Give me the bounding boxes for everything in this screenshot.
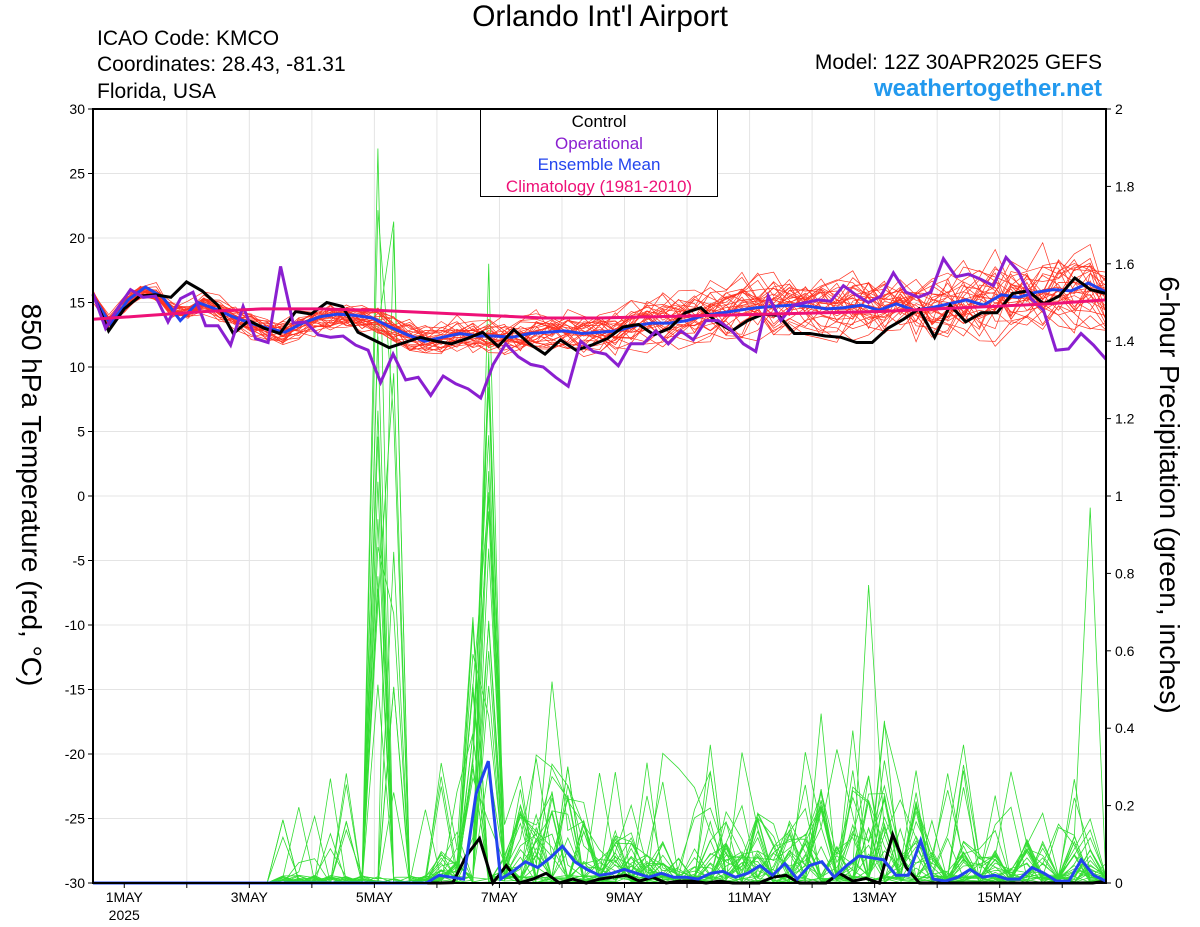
x-tick-label: 5MAY xyxy=(356,889,394,905)
temp-operational-line xyxy=(91,254,1108,401)
y-tick-label-left: -30 xyxy=(65,875,85,891)
legend-climatology: Climatology (1981-2010) xyxy=(505,176,693,196)
precip-member-line xyxy=(93,353,1107,885)
y-tick-label-right: 1 xyxy=(1115,488,1123,504)
x-tick-label: 7MAY xyxy=(481,889,519,905)
temp-control-line xyxy=(91,275,1107,356)
legend-control: Control xyxy=(571,112,627,131)
coordinates: Coordinates: 28.43, -81.31 xyxy=(97,53,346,76)
icao-code: ICAO Code: KMCO xyxy=(97,27,280,50)
x-tick-year: 2025 xyxy=(109,907,140,923)
y-tick-label-right: 0 xyxy=(1115,875,1123,891)
y-tick-label-left: -10 xyxy=(65,617,85,633)
temp-member-line xyxy=(92,279,1107,354)
y-tick-label-left: 0 xyxy=(77,488,85,504)
y-tick-label-right: 1.4 xyxy=(1115,333,1135,349)
temp-member-line xyxy=(92,265,1107,340)
y-tick-label-left: -20 xyxy=(65,746,85,762)
tick-labels: 302520151050-5-10-15-20-25-3021.81.61.41… xyxy=(65,101,1135,923)
chart-title: Orlando Int'l Airport xyxy=(472,0,728,33)
main-series xyxy=(91,254,1108,887)
x-tick-label: 13MAY xyxy=(852,889,898,905)
precip-member-line xyxy=(93,435,1107,884)
y-tick-label-left: -5 xyxy=(73,553,86,569)
precip-member-line xyxy=(93,471,1107,884)
temp-member-line xyxy=(92,272,1107,348)
y-tick-label-left: 25 xyxy=(69,166,85,182)
gridlines xyxy=(93,109,1106,883)
temp-member-line xyxy=(92,243,1107,354)
temp-member-line xyxy=(92,266,1107,351)
region: Florida, USA xyxy=(97,80,217,103)
site-link[interactable]: weathertogether.net xyxy=(873,75,1102,102)
y-axis-label-right: 6-hour Precipitation (green, inches) xyxy=(1154,276,1185,714)
y-tick-label-left: -25 xyxy=(65,811,85,827)
precip-member-line xyxy=(93,576,1107,884)
y-tick-label-right: 1.8 xyxy=(1115,178,1135,194)
temp-member-line xyxy=(92,263,1107,344)
y-tick-label-right: 1.2 xyxy=(1115,411,1135,427)
y-axis-label-left: 850 hPa Temperature (red, °C) xyxy=(16,303,47,687)
temp-climatology-line xyxy=(92,298,1107,321)
precip-member-line xyxy=(93,492,1107,884)
precip-member-line xyxy=(93,336,1107,884)
y-tick-label-left: 5 xyxy=(77,424,85,440)
x-tick-label: 11MAY xyxy=(728,889,772,905)
legend-ensemble-mean: Ensemble Mean xyxy=(537,155,661,174)
y-tick-label-left: 30 xyxy=(69,101,85,117)
x-tick-label: 15MAY xyxy=(977,889,1023,905)
legend: Control Operational Ensemble Mean Climat… xyxy=(480,109,718,197)
y-tick-label-right: 1.6 xyxy=(1115,256,1135,272)
y-tick-label-left: 20 xyxy=(69,230,85,246)
x-tick-label: 1MAY xyxy=(106,889,144,905)
model-run: Model: 12Z 30APR2025 GEFS xyxy=(814,51,1102,74)
y-tick-label-right: 0.2 xyxy=(1115,798,1135,814)
temp-ensemble-members xyxy=(92,241,1107,357)
y-tick-label-right: 0.6 xyxy=(1115,643,1135,659)
x-tick-label: 3MAY xyxy=(231,889,269,905)
y-tick-label-left: -15 xyxy=(65,682,85,698)
precip-member-line xyxy=(93,263,1107,884)
precip-member-line xyxy=(93,410,1107,884)
temp-member-line xyxy=(92,268,1107,353)
y-tick-label-left: 15 xyxy=(69,295,85,311)
legend-operational: Operational xyxy=(555,133,643,153)
precip-member-line xyxy=(93,148,1107,884)
y-tick-label-right: 2 xyxy=(1115,101,1123,117)
x-tick-label: 9MAY xyxy=(606,889,644,905)
y-tick-label-right: 0.4 xyxy=(1115,720,1135,736)
y-tick-label-right: 0.8 xyxy=(1115,565,1135,581)
y-tick-label-left: 10 xyxy=(69,359,85,375)
precip-member-line xyxy=(93,654,1107,884)
precip-ensemble-members xyxy=(93,148,1107,885)
